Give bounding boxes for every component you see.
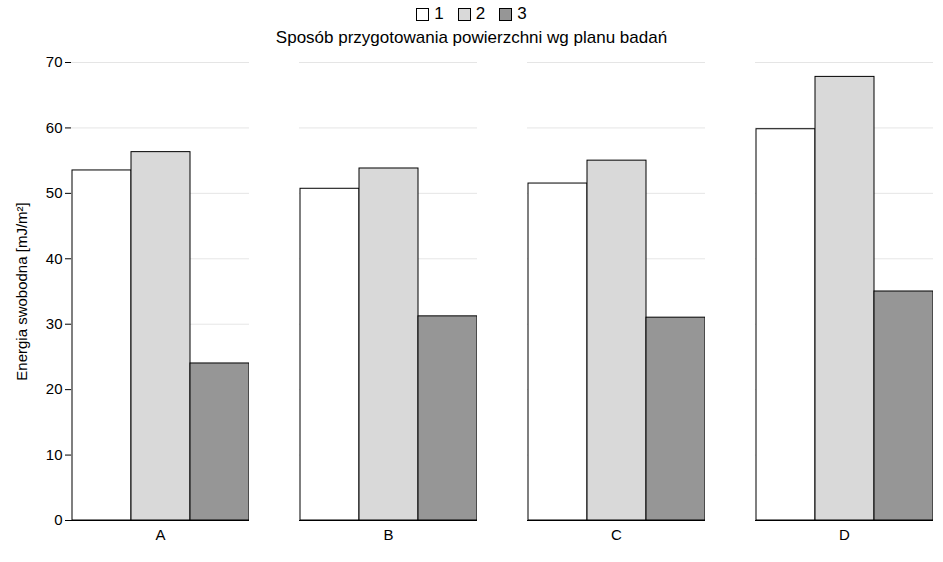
svg-text:B: B [383,526,393,543]
html-text:3: 3 [517,4,527,23]
html-text:Sposób przygotowania powierzch: Sposób przygotowania powierzchni wg plan… [275,28,668,47]
svg-text:30: 30 [46,315,63,332]
html-text:1: 1 [434,4,444,23]
svg-text:C: C [611,526,622,543]
svg-text:60: 60 [46,119,63,136]
svg-text:D: D [839,526,850,543]
svg-text:A: A [155,526,165,543]
svg-text:20: 20 [46,380,63,397]
svg-text:10: 10 [46,446,63,463]
svg-text:Energia swobodna [mJ/m²]: Energia swobodna [mJ/m²] [13,202,30,380]
svg-text:50: 50 [46,184,63,201]
svg-text:0: 0 [54,511,62,528]
html-text:2: 2 [475,4,486,23]
svg-text:70: 70 [46,53,63,70]
svg-text:40: 40 [46,250,63,267]
